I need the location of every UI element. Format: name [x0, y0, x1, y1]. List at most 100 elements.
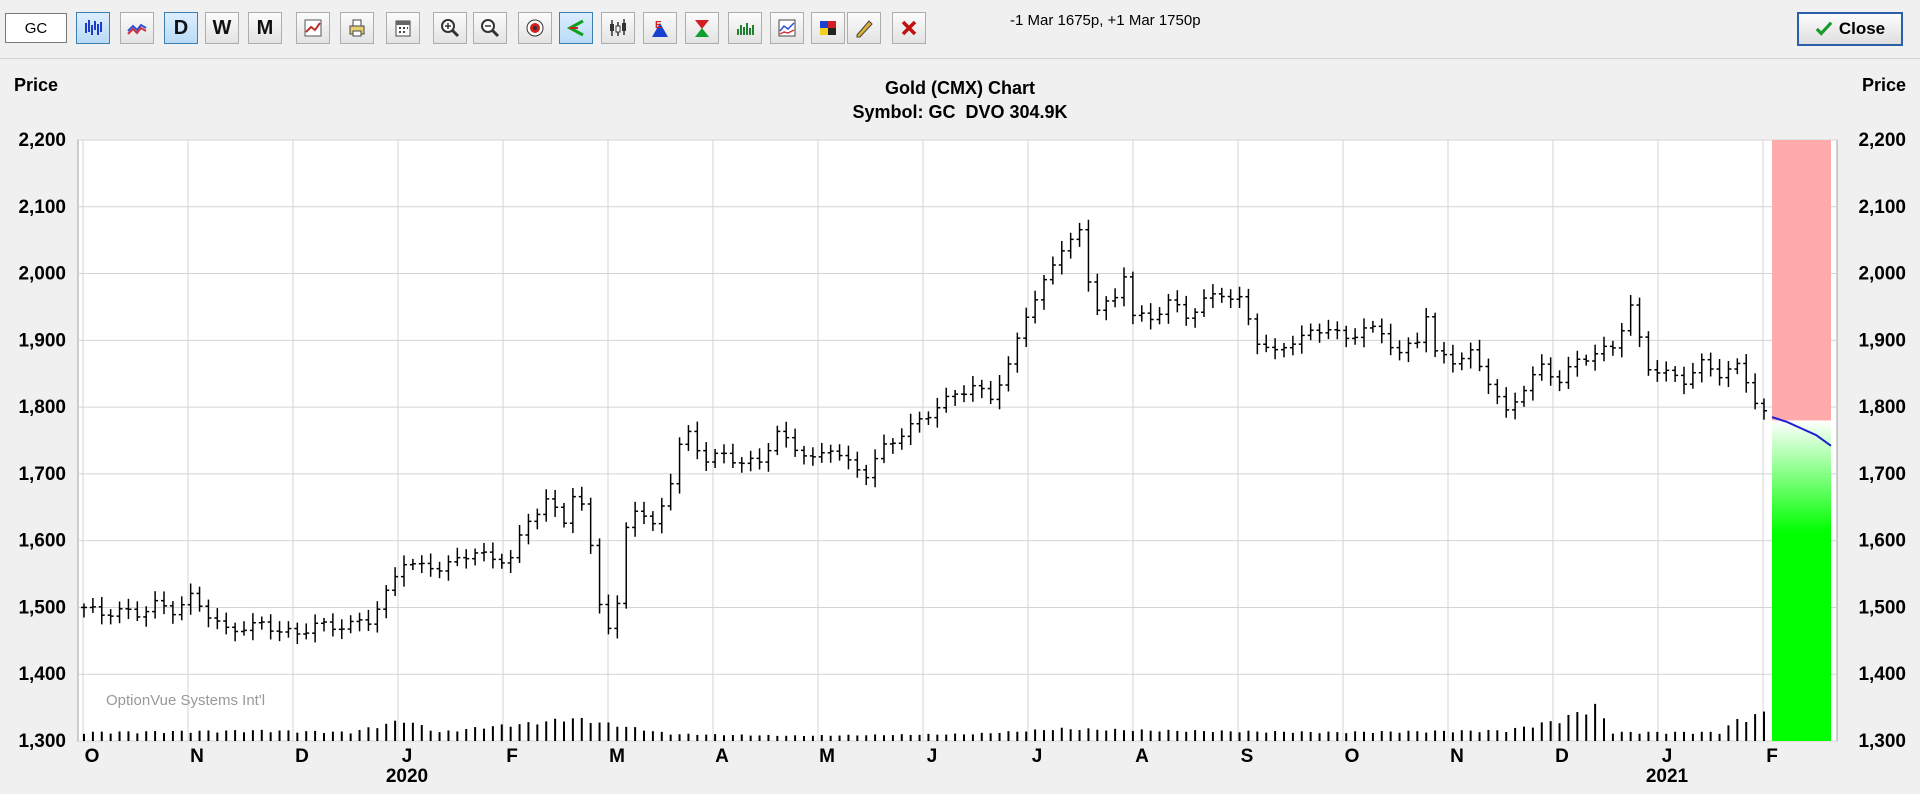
- draw-line-button[interactable]: [847, 12, 881, 44]
- monthly-period-button[interactable]: M: [248, 12, 282, 44]
- ohlc-bar: [1494, 379, 1501, 405]
- target-button[interactable]: [518, 12, 552, 44]
- ohlc-bar: [1245, 288, 1252, 326]
- ohlc-bar: [285, 621, 292, 638]
- ohlc-bar: [1138, 305, 1145, 322]
- ohlc-bar: [969, 375, 976, 402]
- ohlc-bar: [1396, 340, 1403, 361]
- ohlc-bar: [1663, 361, 1670, 382]
- upper-band: [1772, 140, 1831, 421]
- ohlc-bar: [1361, 318, 1367, 348]
- ohlc-bar: [1192, 308, 1199, 328]
- target-icon: [526, 19, 544, 37]
- ohlc-bar: [525, 513, 532, 545]
- symbol-input[interactable]: [5, 13, 67, 43]
- ohlc-bar: [472, 548, 479, 566]
- ohlc-bar: [978, 379, 985, 399]
- zoom-out-button[interactable]: [473, 12, 507, 44]
- ohlc-bar: [729, 443, 736, 469]
- y-tick-left: 1,400: [18, 664, 66, 685]
- candlestick-button[interactable]: [601, 12, 635, 44]
- palette-icon: [820, 21, 836, 35]
- ohlc-bar: [1618, 322, 1625, 358]
- ohlc-bar: [134, 601, 141, 621]
- delete-button[interactable]: [892, 12, 926, 44]
- ohlc-bar: [1201, 289, 1207, 317]
- ohlc-bar: [1467, 342, 1474, 369]
- calendar-button[interactable]: [386, 12, 420, 44]
- y-tick-left: 1,500: [18, 597, 66, 618]
- ohlc-bar: [1023, 307, 1030, 348]
- ohlc-bar: [712, 448, 719, 468]
- ohlc-bar: [1592, 344, 1599, 371]
- ohlc-bar: [1387, 323, 1394, 356]
- ohlc-bar: [1343, 325, 1350, 348]
- ohlc-bar: [961, 385, 967, 403]
- ohlc-bar: [774, 425, 781, 456]
- line-chart-style-button[interactable]: [120, 12, 154, 44]
- price-bars: [81, 219, 1767, 645]
- zoom-in-button[interactable]: [433, 12, 467, 44]
- earnings-button[interactable]: E: [643, 12, 677, 44]
- weekly-period-button[interactable]: W: [205, 12, 239, 44]
- daily-period-button[interactable]: D: [164, 12, 198, 44]
- x-month-label: F: [1766, 746, 1778, 767]
- ohlc-bar: [765, 443, 772, 472]
- y-tick-right: 1,300: [1858, 731, 1906, 752]
- indicator-button[interactable]: [770, 12, 804, 44]
- ohlc-bar: [721, 444, 727, 464]
- ohlc-bar: [463, 549, 470, 569]
- ohlc-bar: [1209, 284, 1216, 309]
- ohlc-bar: [338, 619, 345, 640]
- y-tick-left: 1,900: [18, 330, 66, 351]
- ohlc-bar: [241, 621, 247, 636]
- ohlc-bar: [543, 489, 550, 522]
- x-month-label: S: [1241, 746, 1254, 767]
- ohlc-bar: [845, 445, 852, 470]
- volume-bars-button[interactable]: [728, 12, 762, 44]
- forecast-polyline: [1771, 416, 1832, 447]
- ohlc-bar: [81, 603, 87, 618]
- ohlc-bar: [1307, 323, 1314, 341]
- ohlc-bar: [1005, 356, 1012, 392]
- ohlc-bar: [801, 445, 807, 465]
- ohlc-bar: [1743, 354, 1750, 393]
- y-tick-right: 1,600: [1858, 531, 1906, 552]
- trend-arrow-button[interactable]: [559, 12, 593, 44]
- ohlc-bar: [1058, 240, 1065, 275]
- ohlc-bar: [374, 601, 381, 633]
- chart-subtitle: Symbol: GC DVO 304.9K: [852, 102, 1067, 122]
- print-button[interactable]: [340, 12, 374, 44]
- display-options-button[interactable]: [811, 12, 845, 44]
- volume-bars-icon: [737, 23, 754, 35]
- ohlc-bar: [1103, 296, 1110, 321]
- x-month-label: O: [85, 746, 100, 767]
- ohlc-bar: [169, 601, 176, 624]
- ohlc-bar: [454, 547, 461, 567]
- x-month-label: M: [609, 746, 625, 767]
- bar-chart-style-button[interactable]: [76, 12, 110, 44]
- zoom-out-icon: [481, 19, 500, 38]
- close-button[interactable]: Close: [1797, 12, 1903, 46]
- ohlc-bar: [1378, 318, 1385, 344]
- ohlc-bar: [694, 421, 701, 460]
- ohlc-bar: [1707, 352, 1714, 377]
- dividend-button[interactable]: [685, 12, 719, 44]
- ohlc-bar: [1414, 332, 1421, 349]
- ohlc-bar: [596, 538, 603, 614]
- ohlc-bar: [107, 609, 114, 625]
- grid-lines: [78, 139, 1837, 742]
- x-month-label: F: [506, 746, 518, 767]
- ohlc-bar: [152, 591, 159, 619]
- ohlc-bar: [943, 387, 950, 413]
- ohlc-bar: [392, 567, 399, 597]
- y-tick-left: 2,200: [18, 130, 66, 151]
- ohlc-bar: [409, 558, 416, 571]
- ohlc-bar: [427, 553, 434, 577]
- study-chart-button[interactable]: [296, 12, 330, 44]
- ohlc-bar: [196, 586, 203, 612]
- svg-text:E: E: [655, 20, 662, 31]
- ohlc-bar: [1316, 323, 1323, 343]
- x-month-label: A: [1135, 746, 1149, 767]
- ohlc-bar: [161, 591, 167, 615]
